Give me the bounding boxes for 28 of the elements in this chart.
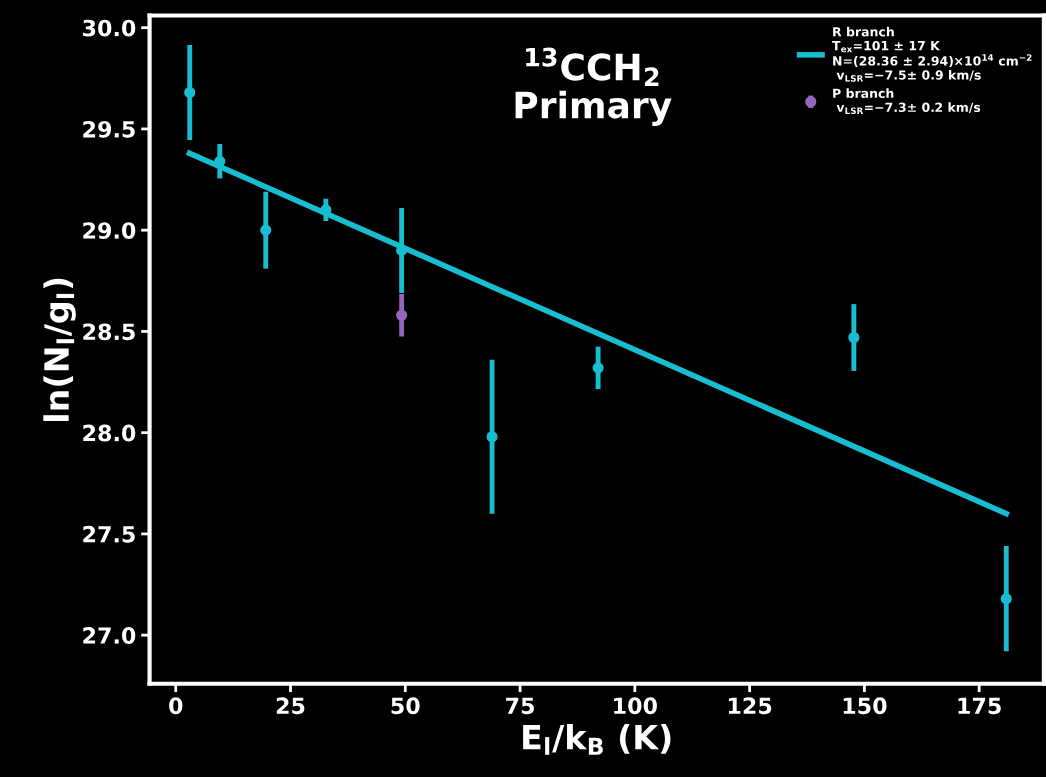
- point: [1000, 593, 1012, 605]
- y-tick-label: 29.0: [83, 222, 136, 239]
- x-tick-label: 100: [614, 697, 657, 715]
- x-tick-label: 175: [958, 697, 1001, 715]
- y-tick-label: 28.0: [83, 424, 136, 442]
- x-tick-label: 150: [843, 697, 887, 715]
- y-tick-label: 27.0: [83, 627, 136, 644]
- y-tick-label: 30.0: [83, 19, 136, 37]
- point: [214, 155, 226, 167]
- x-tick-label: 50: [391, 697, 420, 715]
- x-tick-label: 25: [276, 697, 305, 715]
- text: R branch T$_{ex}$=101 ± 17 K N=(28.36 ± 2.94)×10$^{14}$ cm$^{−2}$ v$_{LSR}$=−7.5± 0.9 km/s: [832, 26, 1032, 82]
- point: [396, 309, 408, 321]
- x-tick-label: 75: [506, 697, 534, 715]
- point: [260, 224, 272, 236]
- point: [592, 362, 604, 374]
- point: [486, 431, 498, 443]
- y-tick-label: 27.5: [83, 525, 135, 543]
- point: [184, 86, 196, 99]
- x-axis-title: E$_{l}$/k$_{B}$ (K): [523, 724, 671, 755]
- x-tick-label: 125: [728, 697, 772, 715]
- legend-label: P branch v$_{LSR}$=−7.3± 0.2 km/s: [833, 88, 981, 115]
- y-tick-label: 29.5: [83, 120, 135, 138]
- text: $^{13}$CCH$_{2}$ Primary: [515, 47, 672, 126]
- y-tick-label: 28.5: [83, 323, 135, 341]
- x-tick-label: 0: [169, 697, 183, 715]
- y-axis-title: ln(N$_{l}$/g$_{l}$): [43, 278, 76, 422]
- point: [848, 331, 860, 344]
